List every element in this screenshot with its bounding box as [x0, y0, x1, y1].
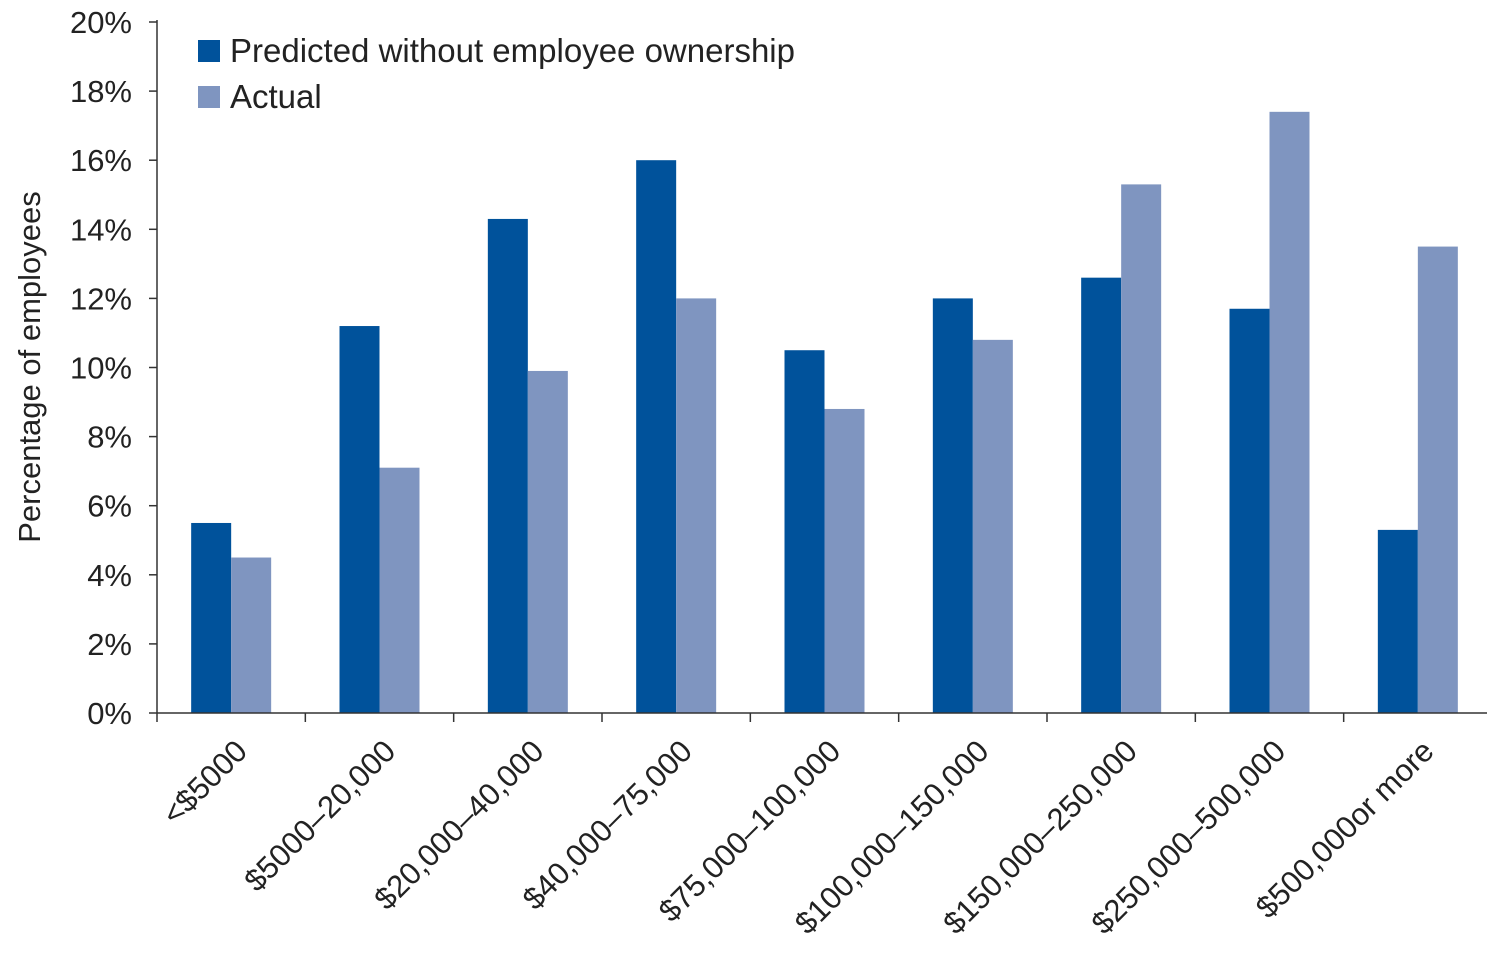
bars-group [191, 111, 1458, 713]
bar-predicted-1 [339, 326, 380, 713]
bar-actual-7 [1269, 111, 1310, 713]
bar-predicted-4 [784, 350, 825, 713]
bar-actual-1 [379, 467, 420, 713]
x-tick-label: <$5000 [155, 733, 254, 832]
legend: Predicted without employee ownership Actu… [198, 32, 795, 115]
bar-actual-3 [676, 298, 717, 713]
bar-actual-8 [1417, 246, 1458, 713]
y-tick-label: 16% [70, 143, 132, 178]
bar-predicted-7 [1229, 308, 1270, 713]
bar-actual-6 [1121, 184, 1162, 713]
legend-swatch-0 [198, 40, 220, 62]
y-axis-title: Percentage of employees [12, 191, 47, 543]
x-tick-label: $5000–20,000 [237, 733, 402, 898]
bar-predicted-8 [1377, 529, 1418, 713]
y-tick-label: 10% [70, 351, 132, 386]
y-tick-label: 6% [87, 489, 132, 524]
legend-label: Predicted without employee ownership [230, 32, 795, 69]
bar-predicted-2 [487, 218, 528, 713]
bar-actual-0 [231, 557, 272, 713]
y-tick-label: 8% [87, 420, 132, 455]
bar-actual-2 [527, 370, 568, 713]
y-tick-label: 2% [87, 627, 132, 662]
y-tick-label: 4% [87, 558, 132, 593]
y-tick-label: 18% [70, 74, 132, 109]
bar-predicted-5 [932, 298, 973, 713]
bar-predicted-0 [191, 522, 232, 713]
bar-predicted-6 [1081, 277, 1122, 713]
y-tick-label: 14% [70, 212, 132, 247]
legend-label: Actual [230, 78, 322, 115]
y-tick-label: 20% [70, 5, 132, 40]
bar-actual-5 [972, 339, 1013, 713]
y-tick-label: 0% [87, 696, 132, 731]
bar-actual-4 [824, 408, 865, 713]
bar-predicted-3 [636, 160, 677, 713]
legend-swatch-1 [198, 86, 220, 108]
y-tick-label: 12% [70, 281, 132, 316]
